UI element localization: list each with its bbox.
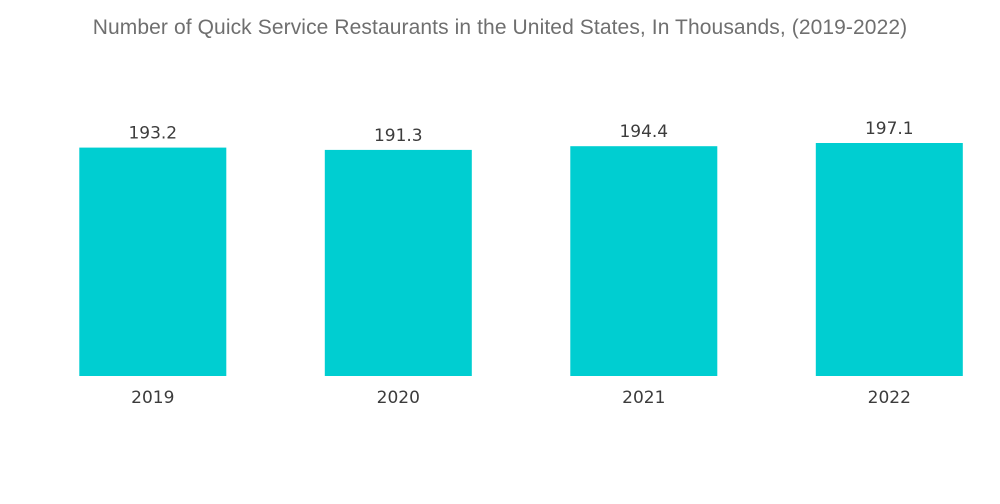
bar-2021 xyxy=(570,146,718,376)
value-labels-group: 193.2 191.3 194.4 197.1 xyxy=(128,119,913,146)
chart-title: Number of Quick Service Restaurants in t… xyxy=(92,16,908,39)
value-label-2022: 197.1 xyxy=(865,119,914,139)
category-label-2019: 2019 xyxy=(131,388,174,408)
category-label-2020: 2020 xyxy=(377,388,420,408)
category-label-2022: 2022 xyxy=(868,388,911,408)
bar-2019 xyxy=(79,147,227,376)
value-label-2019: 193.2 xyxy=(128,124,177,144)
category-label-2021: 2021 xyxy=(622,388,665,408)
category-labels-group: 2019 2020 2021 2022 xyxy=(131,388,911,408)
value-label-2020: 191.3 xyxy=(374,126,423,146)
bars-group xyxy=(79,143,963,376)
bar-2020 xyxy=(324,149,472,376)
value-label-2021: 194.4 xyxy=(619,122,668,142)
bar-2022 xyxy=(815,143,963,376)
